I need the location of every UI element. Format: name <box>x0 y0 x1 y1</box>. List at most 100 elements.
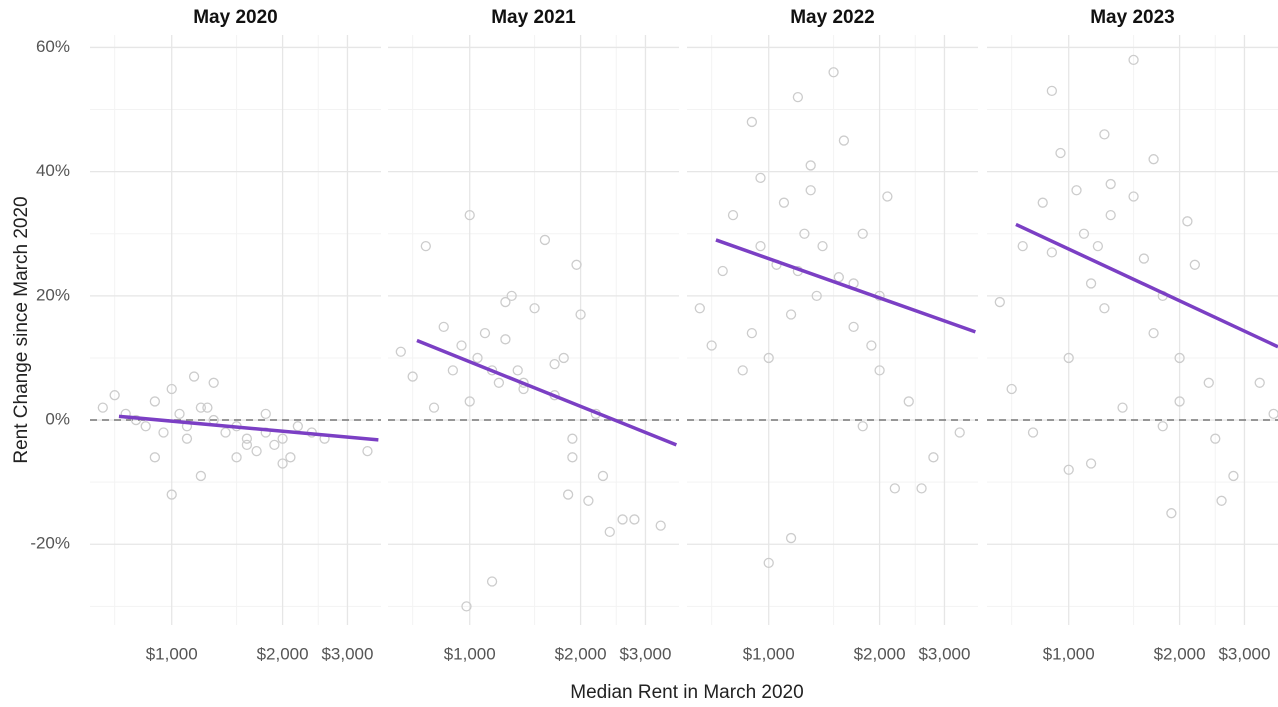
point <box>597 470 609 482</box>
point <box>1017 241 1028 252</box>
point <box>447 365 459 376</box>
point <box>1105 209 1116 221</box>
point <box>472 352 483 364</box>
point <box>785 532 797 544</box>
point <box>130 414 142 426</box>
trend-line <box>1015 222 1278 349</box>
y-tick-label: 20% <box>36 285 70 304</box>
point <box>97 402 108 413</box>
point <box>928 452 939 463</box>
point <box>805 160 816 171</box>
point <box>746 327 758 339</box>
point <box>149 452 161 463</box>
x-tick-label: $2,000 <box>555 644 607 663</box>
point <box>1148 327 1159 339</box>
point <box>916 483 927 494</box>
point <box>277 433 288 444</box>
point <box>174 408 185 419</box>
point <box>438 321 449 333</box>
point <box>109 390 120 401</box>
y-tick-label: 60% <box>36 37 70 56</box>
panel-title: May 2020 <box>193 7 278 28</box>
point <box>166 489 177 500</box>
point <box>737 365 748 376</box>
point <box>903 396 914 407</box>
point <box>755 241 766 252</box>
point <box>994 296 1005 308</box>
point <box>1099 303 1110 314</box>
point <box>583 495 594 506</box>
point <box>166 383 177 395</box>
x-tick-label: $3,000 <box>321 644 373 663</box>
point <box>1148 154 1159 165</box>
point <box>202 402 213 413</box>
point <box>954 427 965 438</box>
point <box>562 489 574 500</box>
point <box>811 290 822 301</box>
point <box>1203 377 1214 388</box>
x-tick-label: $3,000 <box>1218 644 1270 663</box>
trend-line <box>715 238 976 334</box>
point <box>395 346 406 357</box>
point <box>838 135 850 146</box>
point <box>1063 464 1074 475</box>
point <box>746 116 758 128</box>
point <box>567 433 578 444</box>
point <box>539 234 551 246</box>
point <box>717 265 728 277</box>
point <box>727 209 739 221</box>
point <box>277 458 288 469</box>
point <box>1254 377 1265 388</box>
x-tick-label: $1,000 <box>146 644 198 663</box>
point <box>1085 458 1097 469</box>
point <box>874 365 885 376</box>
point <box>575 309 586 320</box>
point <box>506 290 517 301</box>
point <box>464 209 475 221</box>
point <box>1027 427 1039 438</box>
point <box>464 396 475 407</box>
point <box>260 408 271 419</box>
point <box>241 433 253 444</box>
point <box>792 91 804 103</box>
point <box>848 321 859 333</box>
point <box>493 377 505 388</box>
point <box>1128 54 1139 65</box>
point <box>882 191 893 202</box>
point <box>805 185 816 196</box>
point <box>857 228 868 239</box>
point <box>1182 216 1193 227</box>
panel-title: May 2023 <box>1090 7 1175 28</box>
panel-title: May 2022 <box>790 7 875 28</box>
point <box>833 272 844 283</box>
point <box>889 483 900 494</box>
point <box>208 377 219 388</box>
point <box>149 396 161 407</box>
point <box>1105 178 1116 190</box>
trend-line <box>416 338 678 447</box>
point <box>785 309 797 320</box>
point <box>1174 352 1185 364</box>
point <box>1189 259 1200 270</box>
point <box>188 371 200 382</box>
point <box>461 601 472 612</box>
point <box>486 576 498 587</box>
point <box>1092 241 1104 252</box>
point <box>1071 185 1082 196</box>
point <box>694 303 705 314</box>
point <box>1063 352 1074 364</box>
point <box>1268 408 1278 419</box>
x-tick-label: $3,000 <box>918 644 970 663</box>
y-tick-label: 40% <box>36 161 70 180</box>
point <box>1166 508 1177 519</box>
point <box>420 241 431 252</box>
point <box>1006 383 1017 395</box>
point <box>231 452 242 463</box>
point <box>558 352 569 364</box>
y-tick-label: -20% <box>30 534 70 553</box>
x-tick-label: $2,000 <box>854 644 906 663</box>
point <box>195 470 207 482</box>
point <box>181 433 193 444</box>
x-axis-title: Median Rent in March 2020 <box>570 682 803 703</box>
